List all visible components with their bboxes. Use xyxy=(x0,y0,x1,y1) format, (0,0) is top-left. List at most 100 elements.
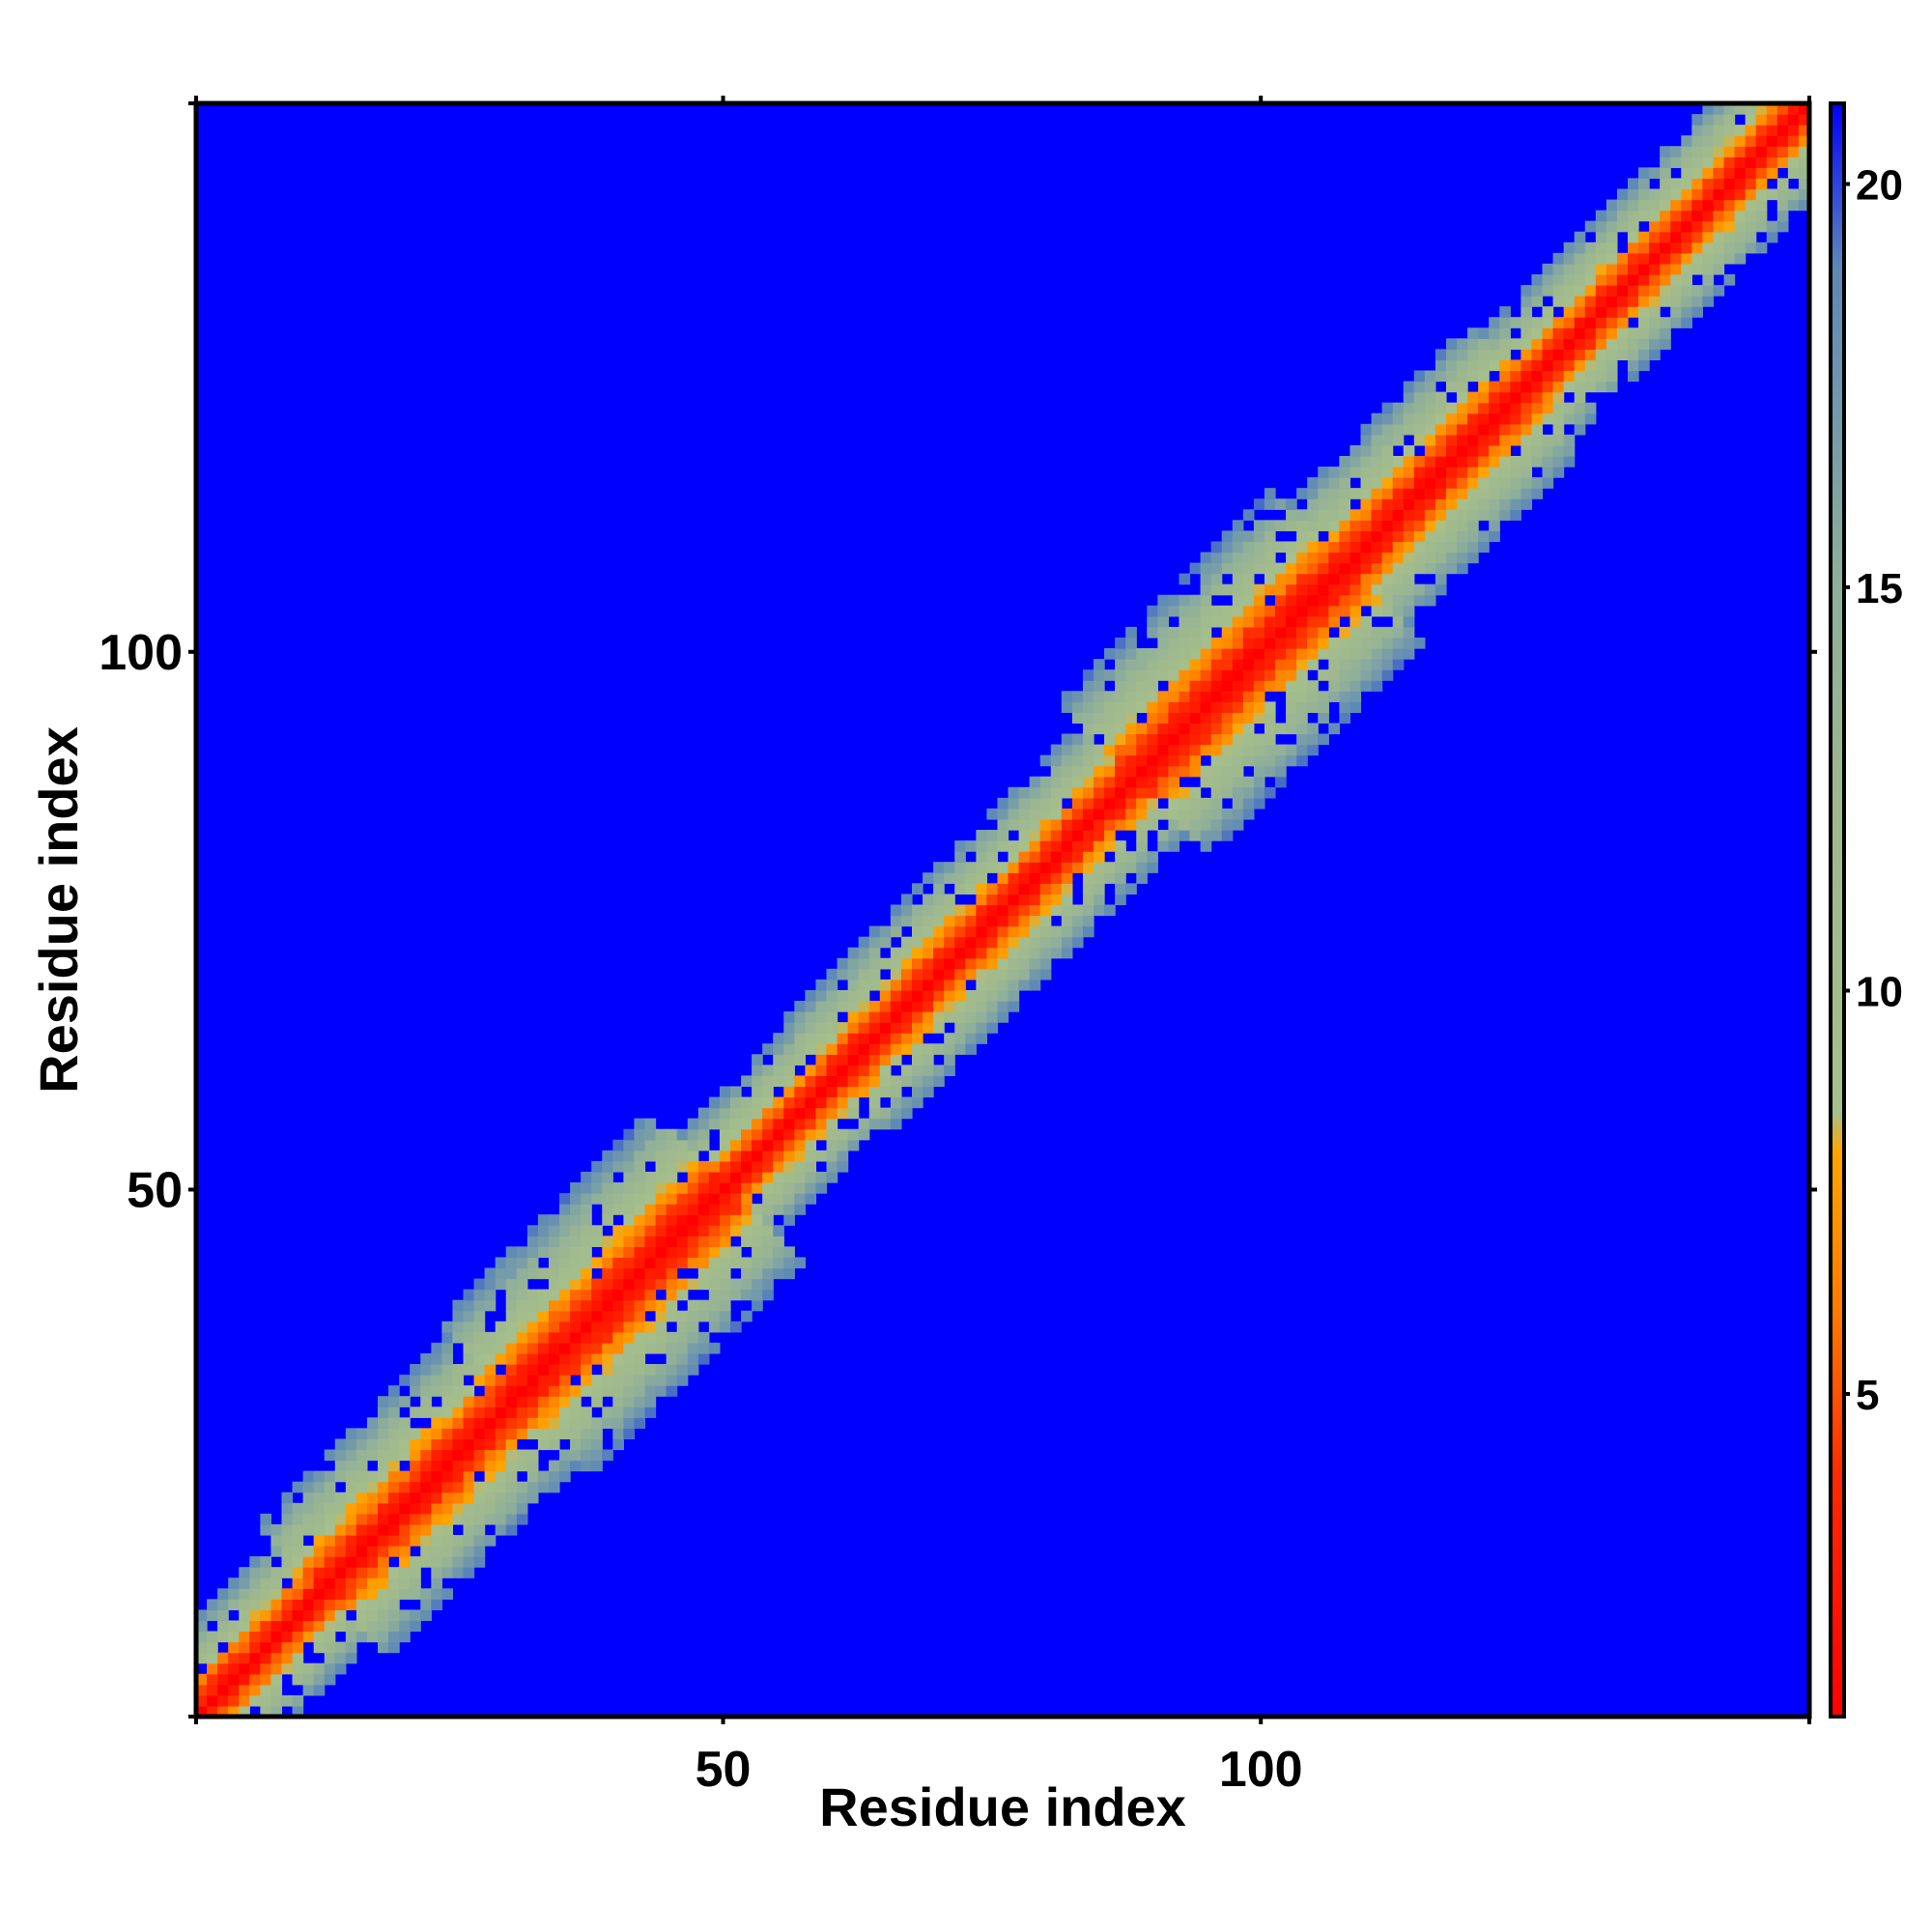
heatmap-cell xyxy=(1616,199,1629,212)
heatmap-cell xyxy=(858,1054,870,1065)
heatmap-cell xyxy=(644,1214,657,1226)
heatmap-cell xyxy=(634,1214,646,1226)
heatmap-cell xyxy=(324,1662,336,1675)
heatmap-cell xyxy=(1307,477,1319,489)
heatmap-cell xyxy=(997,883,1009,895)
heatmap-cell xyxy=(612,1182,624,1194)
heatmap-cell xyxy=(1232,712,1244,724)
heatmap-cell xyxy=(495,1267,507,1280)
heatmap-cell xyxy=(1221,669,1234,681)
heatmap-cell xyxy=(1531,412,1544,425)
heatmap-cell xyxy=(1232,776,1244,788)
heatmap-cell xyxy=(1499,455,1511,468)
heatmap-cell xyxy=(655,1321,668,1333)
heatmap-cell xyxy=(752,1236,763,1247)
heatmap-cell xyxy=(666,1352,678,1365)
heatmap-cell xyxy=(805,1128,817,1141)
heatmap-cell xyxy=(366,1523,379,1536)
heatmap-cell xyxy=(666,1182,678,1194)
heatmap-cell xyxy=(591,1417,603,1429)
heatmap-cell xyxy=(410,1556,421,1568)
heatmap-cell xyxy=(1039,830,1052,841)
heatmap-cell xyxy=(1200,615,1212,628)
heatmap-cell xyxy=(1670,220,1682,233)
heatmap-cell xyxy=(463,1567,475,1578)
heatmap-cell xyxy=(676,1214,689,1226)
heatmap-cell xyxy=(858,1022,870,1034)
heatmap-cell xyxy=(976,947,988,959)
heatmap-cell xyxy=(933,936,945,949)
heatmap-cell xyxy=(1328,648,1340,660)
heatmap-cell xyxy=(1008,883,1020,895)
heatmap-cell xyxy=(1531,444,1544,457)
heatmap-cell xyxy=(1413,520,1426,531)
heatmap-cell xyxy=(505,1513,518,1525)
heatmap-cell xyxy=(1242,530,1255,543)
heatmap-cell xyxy=(1115,840,1126,852)
heatmap-cell xyxy=(1082,872,1094,884)
heatmap-cell xyxy=(410,1375,421,1386)
heatmap-cell xyxy=(559,1225,571,1236)
heatmap-cell xyxy=(410,1449,421,1462)
heatmap-cell xyxy=(420,1406,432,1418)
heatmap-cell xyxy=(399,1513,411,1525)
heatmap-cell xyxy=(1094,669,1105,681)
heatmap-cell xyxy=(1531,370,1544,383)
heatmap-cell xyxy=(420,1546,432,1557)
heatmap-cell xyxy=(1029,968,1041,980)
heatmap-cell xyxy=(933,989,945,1002)
heatmap-cell xyxy=(1745,114,1757,126)
heatmap-cell xyxy=(495,1385,507,1397)
heatmap-cell xyxy=(1478,327,1490,339)
heatmap-cell xyxy=(1467,391,1479,404)
heatmap-cell xyxy=(1242,583,1255,596)
heatmap-cell xyxy=(591,1225,603,1236)
heatmap-cell xyxy=(270,1662,283,1675)
heatmap-cell xyxy=(1104,797,1116,810)
heatmap-cell xyxy=(1318,701,1329,713)
heatmap-cell xyxy=(655,1375,668,1386)
heatmap-cell xyxy=(1681,252,1692,265)
heatmap-cell xyxy=(773,1107,784,1120)
heatmap-cell xyxy=(441,1364,454,1376)
heatmap-cell xyxy=(997,830,1009,841)
heatmap-cell xyxy=(1264,744,1276,756)
heatmap-cell xyxy=(473,1364,486,1376)
heatmap-cell xyxy=(1681,199,1692,212)
heatmap-cell xyxy=(612,1150,624,1162)
heatmap-cell xyxy=(1798,188,1810,201)
heatmap-cell xyxy=(1264,786,1276,799)
heatmap-cell xyxy=(900,1065,913,1077)
heatmap-cell xyxy=(1552,402,1565,414)
heatmap-cell xyxy=(1104,808,1116,820)
heatmap-cell xyxy=(1125,680,1137,692)
heatmap-cell xyxy=(837,1086,849,1098)
heatmap-cell xyxy=(559,1342,571,1354)
heatmap-cell xyxy=(1350,626,1362,639)
heatmap-cell xyxy=(302,1481,315,1493)
heatmap-cell xyxy=(729,1182,742,1194)
heatmap-cell xyxy=(1702,231,1715,243)
heatmap-cell xyxy=(366,1438,379,1451)
heatmap-cell xyxy=(505,1470,518,1483)
heatmap-cell xyxy=(1296,583,1308,596)
heatmap-cell xyxy=(516,1278,528,1291)
heatmap-cell xyxy=(1061,786,1073,799)
heatmap-cell xyxy=(1071,744,1084,756)
heatmap-cell xyxy=(1179,818,1191,831)
heatmap-cell xyxy=(1424,423,1436,436)
heatmap-cell xyxy=(741,1107,753,1120)
heatmap-cell xyxy=(570,1225,582,1236)
heatmap-cell xyxy=(239,1577,250,1589)
heatmap-cell xyxy=(1563,306,1576,318)
heatmap-cell xyxy=(526,1257,539,1269)
heatmap-cell xyxy=(334,1620,347,1633)
heatmap-cell xyxy=(591,1182,603,1194)
heatmap-cell xyxy=(334,1438,347,1451)
heatmap-cell xyxy=(1489,338,1500,350)
heatmap-cell xyxy=(911,1054,923,1065)
heatmap-cell xyxy=(1275,648,1287,660)
heatmap-cell xyxy=(1627,338,1639,350)
heatmap-cell xyxy=(762,1267,774,1280)
